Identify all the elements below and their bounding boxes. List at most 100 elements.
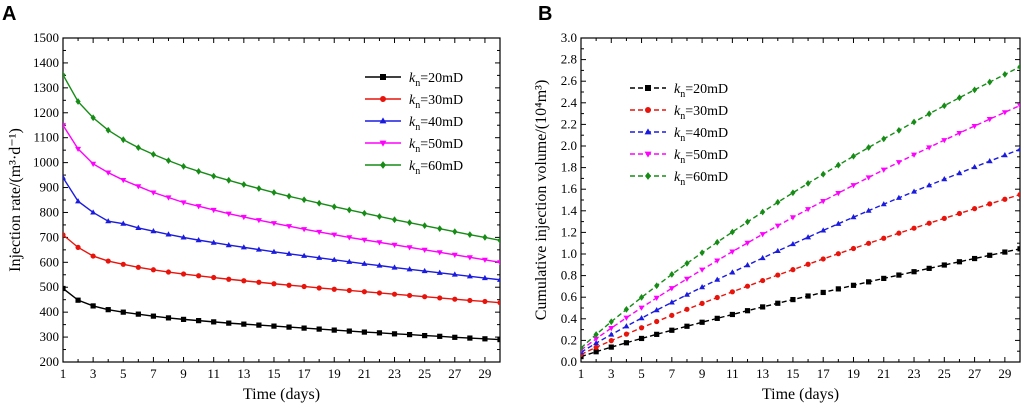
data-point	[895, 160, 902, 166]
data-point	[941, 215, 947, 221]
data-point	[775, 198, 781, 206]
legend-sub: n	[680, 155, 685, 166]
data-point	[729, 269, 736, 275]
data-point	[196, 318, 202, 324]
data-point	[210, 207, 217, 214]
data-point	[105, 218, 112, 224]
data-point	[135, 311, 141, 317]
data-point	[105, 126, 111, 134]
data-point	[406, 219, 413, 227]
series-line	[581, 104, 1020, 351]
data-point	[729, 289, 735, 295]
data-point	[699, 284, 706, 290]
data-point	[75, 146, 82, 153]
legend-entry: kn=30mD	[630, 104, 728, 122]
x-tick-label: 1	[60, 366, 67, 381]
legend-entry: kn=60mD	[630, 170, 728, 188]
data-point	[165, 195, 172, 201]
y-tick-label: 2.4	[561, 95, 578, 110]
data-point	[346, 287, 352, 294]
data-point	[896, 230, 902, 236]
data-point	[241, 321, 247, 327]
data-point	[835, 220, 842, 226]
y-tick-label: 900	[40, 180, 60, 195]
data-point	[760, 277, 766, 284]
data-point	[451, 252, 458, 258]
data-point	[714, 258, 721, 264]
series-line	[63, 287, 500, 341]
data-point	[226, 176, 232, 184]
data-point	[406, 266, 413, 272]
data-point	[211, 274, 217, 281]
data-point	[1001, 110, 1008, 116]
legend-suffix: =20mD	[420, 71, 463, 86]
series-40mD	[63, 174, 500, 282]
data-point	[376, 240, 383, 246]
x-tick-label: 19	[847, 366, 860, 381]
data-point	[346, 258, 353, 264]
legend-entry: kn=60mD	[365, 159, 463, 177]
data-point	[331, 327, 337, 333]
data-point	[437, 295, 443, 301]
legend-sub: n	[415, 100, 420, 111]
data-point	[654, 282, 660, 290]
x-tick-label: 1	[578, 366, 585, 381]
data-point	[150, 313, 157, 319]
data-point	[941, 262, 947, 268]
y-tick-label: 1000	[33, 155, 59, 170]
data-point	[729, 228, 735, 236]
data-point	[956, 94, 963, 102]
x-tick-label: 29	[998, 366, 1011, 381]
data-point	[451, 271, 458, 277]
data-point	[180, 316, 187, 322]
data-point	[90, 161, 97, 167]
data-point	[436, 269, 443, 275]
data-point	[623, 340, 630, 346]
legend-k: k	[409, 137, 416, 152]
data-point	[467, 297, 473, 304]
data-point	[956, 130, 963, 137]
data-point	[1017, 103, 1020, 109]
data-point	[881, 275, 887, 282]
data-point	[986, 117, 993, 123]
data-point	[683, 276, 690, 282]
y-tick-label: 1100	[33, 130, 59, 145]
data-point	[593, 339, 600, 346]
legend-sub: n	[415, 144, 420, 155]
data-point	[623, 323, 630, 329]
legend-k: k	[409, 115, 416, 130]
legend-k: k	[674, 170, 681, 185]
data-point	[256, 322, 262, 328]
legend-suffix: =50mD	[685, 148, 728, 163]
y-tick-label: 3.0	[561, 30, 577, 45]
data-point	[638, 305, 645, 311]
x-tick-label: 29	[478, 366, 491, 381]
legend-k: k	[409, 71, 416, 86]
y-tick-label: 2.2	[561, 116, 577, 131]
legend-suffix: =30mD	[420, 93, 463, 108]
data-point	[744, 308, 751, 314]
data-point	[608, 318, 614, 326]
data-point	[482, 298, 488, 305]
data-point	[865, 207, 872, 213]
x-tick-label: 9	[699, 366, 706, 381]
series-line	[581, 66, 1020, 349]
legend-sub: n	[415, 78, 420, 89]
data-point	[436, 250, 443, 256]
data-point	[196, 273, 202, 279]
data-point	[986, 158, 993, 164]
x-tick-label: 3	[608, 366, 615, 381]
data-point	[941, 176, 948, 182]
series-50mD	[63, 123, 500, 266]
data-point	[593, 344, 599, 350]
data-point	[835, 251, 841, 257]
data-point	[301, 325, 307, 331]
data-point	[654, 331, 660, 337]
data-point	[881, 235, 887, 241]
legend-k: k	[674, 104, 681, 119]
data-point	[850, 152, 857, 160]
data-point	[760, 304, 766, 310]
data-point	[835, 191, 842, 197]
data-point	[180, 162, 187, 170]
